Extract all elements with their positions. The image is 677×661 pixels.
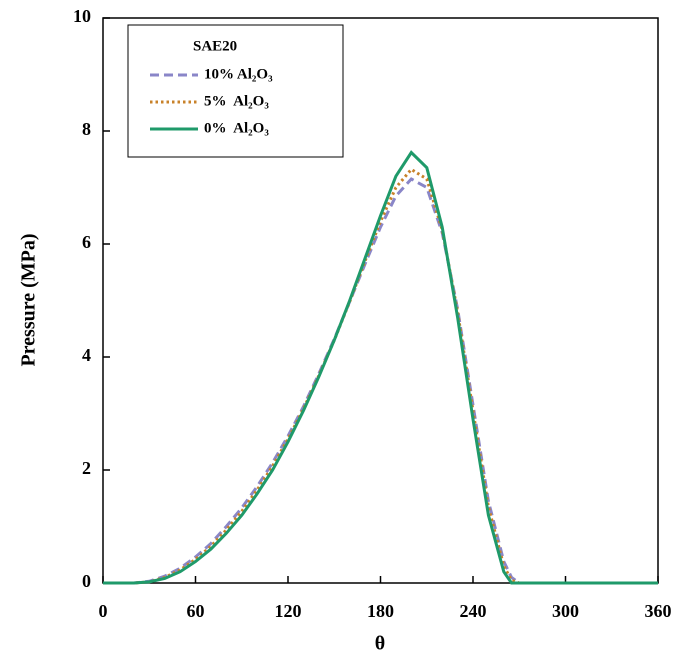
x-tick-label: 120 <box>275 601 302 621</box>
x-tick-label: 300 <box>552 601 579 621</box>
legend-label: 5% Al₂O₃ <box>204 93 269 109</box>
x-tick-label: 60 <box>187 601 205 621</box>
y-tick-label: 10 <box>73 6 91 26</box>
legend-label: 10% Al₂O₃ <box>204 66 273 82</box>
x-tick-label: 360 <box>645 601 672 621</box>
x-tick-label: 240 <box>460 601 487 621</box>
series-line <box>103 177 658 585</box>
y-tick-label: 2 <box>82 458 91 478</box>
legend-label: 0% Al₂O₃ <box>204 120 269 136</box>
y-tick-label: 0 <box>82 571 91 591</box>
y-tick-label: 4 <box>82 345 91 365</box>
x-tick-label: 180 <box>367 601 394 621</box>
y-tick-label: 8 <box>82 119 91 139</box>
series-line <box>103 167 658 585</box>
x-axis-title: θ <box>375 633 385 655</box>
legend-title: SAE20 <box>193 38 237 54</box>
y-axis-title: Pressure (MPa) <box>18 233 40 366</box>
y-tick-label: 6 <box>82 232 91 252</box>
legend-box <box>127 24 344 158</box>
series-line <box>103 150 658 585</box>
x-tick-label: 0 <box>99 601 108 621</box>
